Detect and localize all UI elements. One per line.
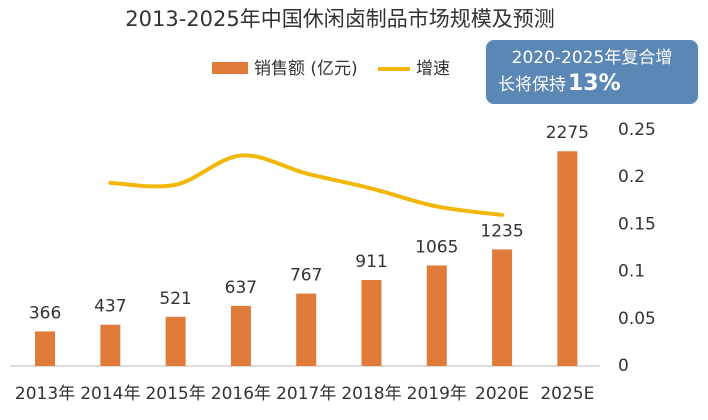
data-label: 1235: [480, 221, 523, 241]
data-label: 437: [94, 297, 126, 317]
bar: [557, 151, 578, 366]
bar: [361, 280, 382, 366]
x-tick-label: 2019年: [407, 384, 467, 404]
y2-tick-label: 0.15: [618, 214, 656, 234]
x-tick-label: 2014年: [80, 384, 140, 404]
legend-label: 销售额 (亿元): [254, 59, 358, 79]
y2-tick-label: 0: [618, 356, 629, 376]
legend-swatch: [212, 62, 248, 74]
legend-label: 增速: [416, 59, 450, 79]
bar: [492, 249, 513, 366]
x-tick-label: 2017年: [276, 384, 336, 404]
callout-box: [486, 40, 698, 104]
bar: [35, 331, 56, 366]
bar: [296, 293, 317, 366]
y2-tick-label: 0.25: [618, 120, 656, 140]
y2-tick-label: 0.1: [618, 262, 645, 282]
data-label: 521: [159, 289, 191, 309]
x-tick-label: 2013年: [15, 384, 75, 404]
data-label: 637: [225, 278, 257, 298]
x-tick-label: 2020E: [475, 384, 529, 404]
x-tick-label: 2015年: [145, 384, 205, 404]
x-tick-label: 2025E: [540, 384, 594, 404]
x-tick-label: 2016年: [211, 384, 271, 404]
data-label: 767: [290, 266, 322, 286]
x-tick-label: 2018年: [341, 384, 401, 404]
chart-title: 2013-2025年中国休闲卤制品市场规模及预测: [125, 7, 554, 31]
data-label: 911: [355, 252, 387, 272]
callout-highlight: 13%: [568, 71, 621, 96]
bar: [426, 265, 447, 366]
y2-tick-label: 0.05: [618, 309, 656, 329]
line: [108, 153, 505, 217]
data-label: 366: [29, 303, 61, 323]
y2-tick-label: 0.2: [618, 167, 645, 187]
callout-text: 长将保持: [498, 75, 566, 95]
callout-text: 2020-2025年复合增: [512, 48, 673, 68]
data-label: 1065: [415, 237, 458, 257]
bar: [230, 305, 251, 366]
data-label: 2275: [546, 123, 589, 143]
bar: [100, 324, 121, 366]
bar: [165, 316, 186, 366]
